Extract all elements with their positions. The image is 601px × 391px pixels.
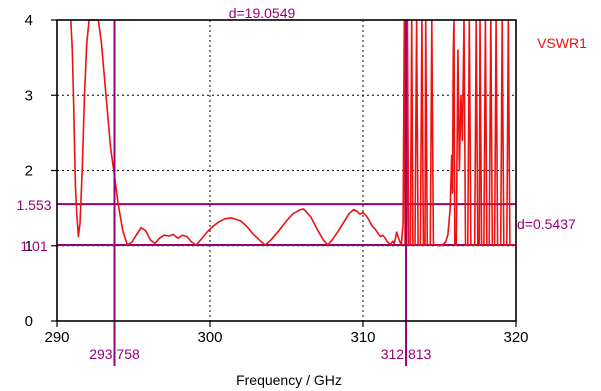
x-tick-label: 290 [44, 329, 69, 346]
vertical-marker-value: 293.758 [89, 346, 140, 362]
x-tick-label: 300 [197, 329, 222, 346]
series-line-vswr1 [70, 19, 516, 247]
x-axis-label: Frequency / GHz [236, 372, 342, 388]
y-tick-label: 1 [25, 238, 33, 255]
grid-lines [57, 20, 516, 321]
vertical-marker-value: 312.813 [381, 346, 432, 362]
horizontal-marker-value: 1.01 [20, 238, 47, 254]
legend-vswr1: VSWR1 [537, 35, 587, 51]
x-tick-label: 320 [503, 329, 528, 346]
vertical-markers[interactable] [113, 20, 408, 366]
series-layer [70, 19, 516, 247]
x-tick-label: 310 [350, 329, 375, 346]
y-tick-label: 2 [25, 163, 33, 180]
y-tick-label: 0 [25, 313, 33, 330]
delta-x-label: d=19.0549 [229, 5, 296, 21]
y-tick-label: 4 [25, 12, 33, 29]
horizontal-marker-value: 1.553 [16, 197, 51, 213]
y-axis-ticks: 0 1 2 3 4 [25, 12, 57, 330]
x-axis-ticks: 290 300 310 320 [44, 321, 529, 346]
y-tick-label: 3 [25, 87, 33, 104]
delta-y-label: d=0.5437 [517, 216, 576, 232]
marker-labels: 293.758 312.813 1.553 1.01 [16, 197, 431, 362]
